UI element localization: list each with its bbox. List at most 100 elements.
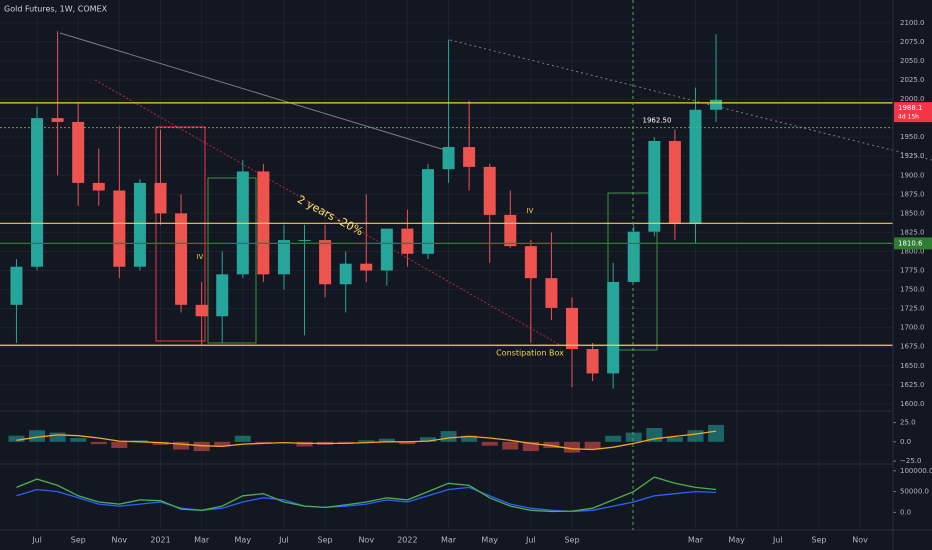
indicator-line [16, 430, 717, 451]
y-tick-label: 1725.0 [900, 305, 925, 313]
x-tick-label: Jul [525, 536, 536, 545]
candle-body [216, 274, 229, 317]
trend-line [94, 79, 561, 346]
x-tick-label: May [728, 536, 745, 545]
histogram-bar [193, 441, 210, 452]
x-tick-label: Jul [278, 536, 289, 545]
candle-body [689, 109, 702, 225]
candle-body [298, 240, 311, 242]
countdown: 4d 15h [898, 114, 919, 121]
x-tick-label: 2021 [150, 536, 170, 545]
candle-body [607, 281, 620, 374]
histogram-bar [399, 441, 416, 445]
candle-body [10, 266, 23, 305]
histogram-bar [461, 435, 478, 442]
histogram-bar [131, 440, 148, 442]
histogram-bar [543, 441, 560, 448]
x-tick-label: Nov [112, 536, 128, 545]
x-tick-label: Nov [852, 536, 868, 545]
y-tick-label: 2000.0 [900, 95, 925, 103]
candle-body [360, 263, 373, 271]
y-tick-label: 1625.0 [900, 381, 925, 389]
histogram-bar [337, 441, 354, 444]
x-tick-label: Sep [71, 536, 86, 545]
histogram-bar [502, 441, 519, 450]
x-tick-label: 2022 [397, 536, 417, 545]
candle-body [586, 349, 599, 374]
x-tick-label: May [235, 536, 252, 545]
y-tick-label: 1875.0 [900, 190, 925, 198]
x-tick-label: Nov [358, 536, 374, 545]
y-tick-label: 1850.0 [900, 209, 925, 217]
x-tick-label: Sep [564, 536, 579, 545]
y-tick-label: 1925.0 [900, 152, 925, 160]
candle-body [504, 214, 517, 247]
y-tick-label: 1600.0 [900, 400, 925, 408]
y-tick-label: 100000.0 [900, 467, 932, 475]
histogram-bar [214, 441, 231, 447]
y-tick-label: 1700.0 [900, 324, 925, 332]
last-price: 1988.1 [898, 104, 923, 112]
histogram-bar [522, 441, 539, 452]
x-tick-label: Jul [31, 536, 42, 545]
candle-body [277, 240, 290, 275]
candle-body [710, 99, 723, 110]
y-tick-label: 2100.0 [900, 19, 925, 27]
trend-line [59, 32, 446, 151]
candle-body [648, 140, 661, 232]
histogram-bar [49, 432, 66, 442]
candle-body [319, 240, 332, 285]
candle-body [442, 147, 455, 170]
histogram-bar [111, 441, 128, 448]
candle-body [627, 231, 640, 282]
y-tick-label: 1800.0 [900, 247, 925, 255]
candle-body [401, 228, 414, 254]
candle-body [483, 166, 496, 215]
x-tick-label: May [481, 536, 498, 545]
histogram-bar [234, 435, 251, 442]
histogram-bar [625, 432, 642, 442]
candle-body [421, 169, 434, 254]
y-tick-label: 0.0 [900, 508, 911, 516]
indicator-line [16, 486, 717, 513]
drawings [59, 32, 932, 351]
histogram-bar [605, 435, 622, 442]
candle-body [175, 213, 188, 305]
histogram-bar [687, 430, 704, 442]
y-tick-label: 1950.0 [900, 133, 925, 141]
chart-title: Gold Futures, 1W, COMEX [4, 5, 108, 14]
y-tick-label: 1900.0 [900, 171, 925, 179]
y-tick-label: −25.0 [900, 457, 921, 465]
x-tick-label: Mar [194, 536, 210, 545]
histogram-bar [419, 437, 436, 442]
x-tick-label: Mar [441, 536, 457, 545]
candle-body [195, 304, 208, 317]
y-tick-label: 1675.0 [900, 343, 925, 351]
y-tick-label: 50000.0 [900, 488, 929, 496]
axis-label: 1810.6 [898, 239, 923, 247]
annotation: IV [527, 207, 534, 215]
histogram-bar [90, 441, 107, 445]
y-tick-label: 2025.0 [900, 76, 925, 84]
histogram-bar [255, 441, 272, 444]
candle-body [113, 190, 126, 267]
candle-body [72, 121, 85, 183]
y-tick-label: 25.0 [900, 419, 916, 427]
y-tick-label: 2050.0 [900, 57, 925, 65]
y-tick-label: 1750.0 [900, 286, 925, 294]
y-tick-label: 1650.0 [900, 362, 925, 370]
x-tick-label: Sep [811, 536, 826, 545]
green-box [207, 177, 257, 344]
y-tick-label: 2075.0 [900, 38, 925, 46]
last-price-box [894, 102, 932, 123]
histogram-bar [296, 441, 313, 447]
histogram-bar [564, 441, 581, 453]
x-tick-label: Mar [688, 536, 704, 545]
candle-body [566, 307, 579, 350]
indicator-line [16, 476, 717, 513]
red-box [155, 126, 206, 342]
histogram-bar [440, 431, 457, 442]
annotation: Constipation Box [496, 349, 564, 358]
